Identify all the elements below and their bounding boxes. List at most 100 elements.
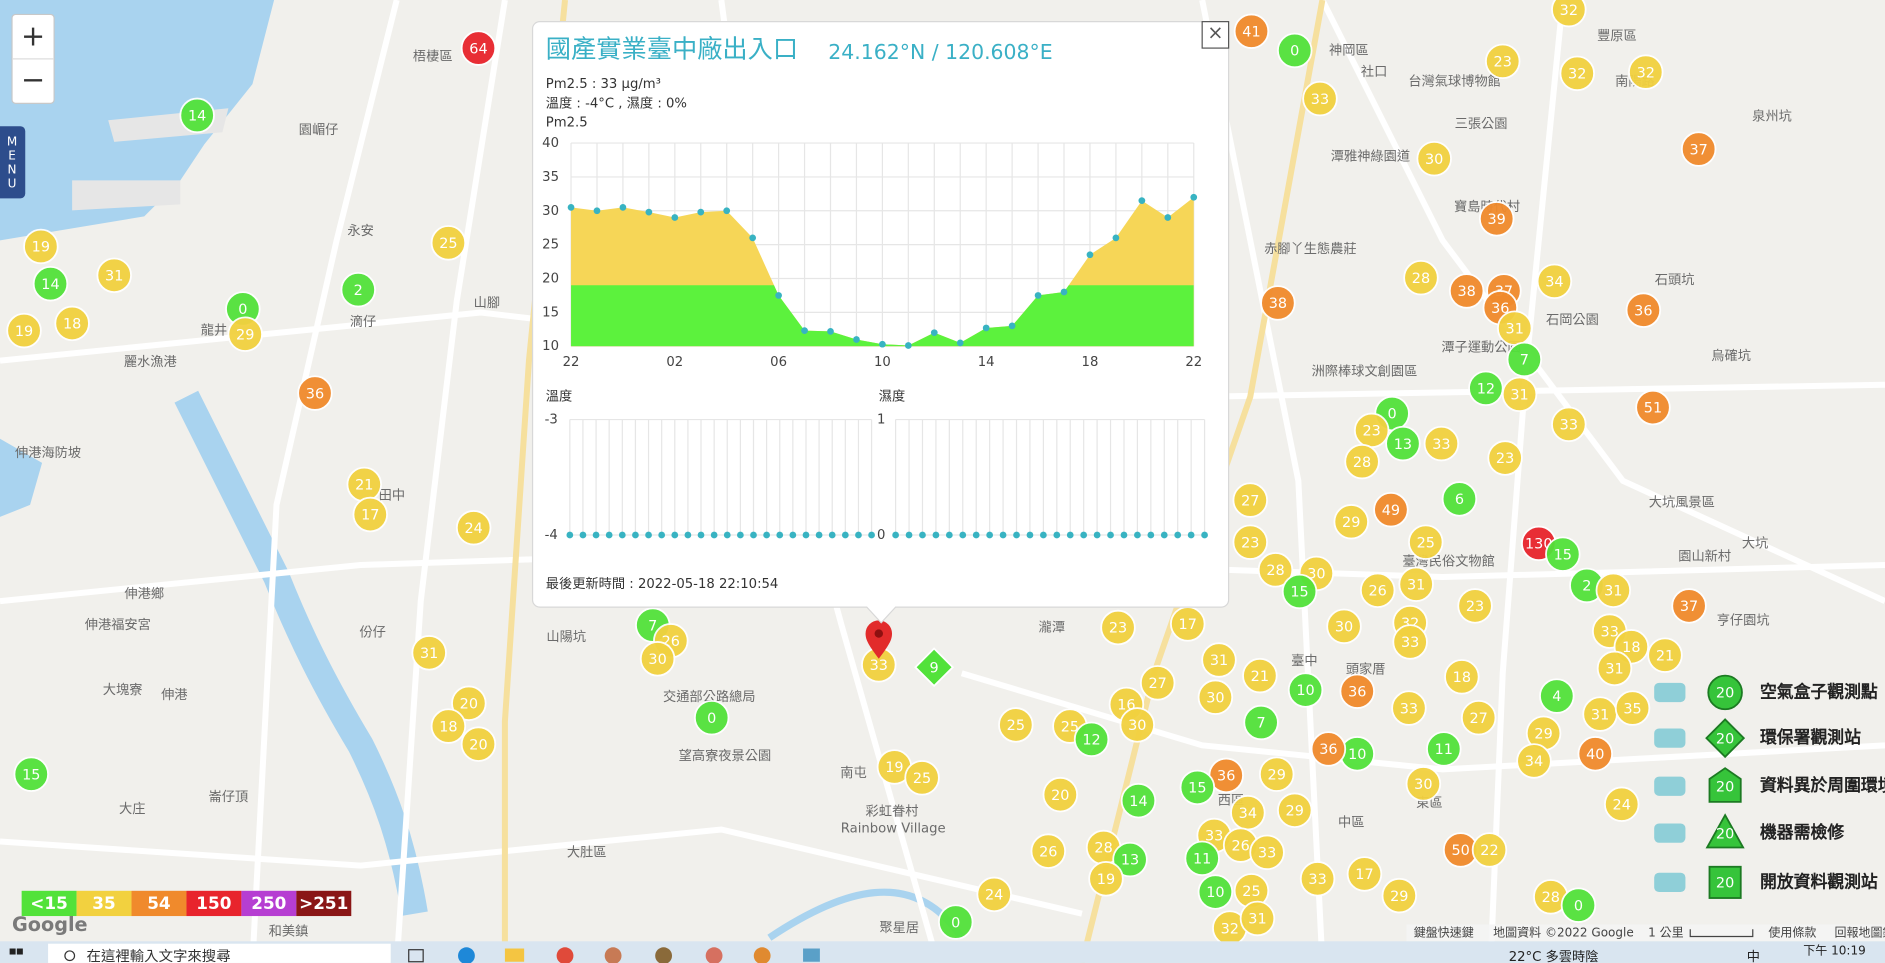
station-marker[interactable]	[914, 647, 955, 688]
aqi-marker[interactable]	[1408, 524, 1444, 560]
aqi-marker[interactable]	[998, 707, 1034, 743]
station-value[interactable]: 9	[930, 660, 939, 676]
marker-value[interactable]: 0	[951, 915, 960, 931]
aqi-marker[interactable]	[1635, 389, 1671, 426]
aqi-marker[interactable]	[460, 726, 497, 762]
marker-value[interactable]: 50	[1451, 843, 1469, 859]
aqi-marker[interactable]	[1416, 140, 1452, 177]
aqi-marker[interactable]	[297, 375, 333, 411]
marker-value[interactable]: 30	[1425, 152, 1443, 168]
marker-value[interactable]: 10	[1206, 885, 1224, 901]
marker-value[interactable]: 24	[464, 521, 482, 537]
aqi-marker[interactable]	[1184, 840, 1220, 877]
aqi-marker[interactable]	[1385, 425, 1421, 462]
aqi-marker[interactable]	[1197, 679, 1234, 715]
marker-value[interactable]: 51	[1644, 401, 1662, 417]
marker-value[interactable]: 28	[1353, 455, 1371, 471]
aqi-marker[interactable]	[1232, 482, 1268, 518]
aqi-marker[interactable]	[693, 699, 730, 736]
aqi-marker[interactable]	[639, 641, 676, 677]
aqi-marker[interactable]	[340, 271, 376, 308]
marker-value[interactable]: 36	[1634, 303, 1652, 319]
marker-value[interactable]: 17	[1179, 617, 1197, 633]
aqi-marker[interactable]	[1478, 201, 1515, 237]
marker-value[interactable]: 36	[1217, 769, 1235, 785]
start-icon[interactable]	[9, 948, 16, 955]
aqi-marker[interactable]	[1398, 566, 1434, 602]
aqi-marker[interactable]	[1405, 766, 1442, 802]
aqi-marker[interactable]	[1333, 504, 1369, 540]
marker-value[interactable]: 0	[1290, 44, 1299, 60]
aqi-marker[interactable]	[1249, 834, 1285, 871]
aqi-marker[interactable]	[460, 30, 497, 66]
marker-value[interactable]: 7	[648, 618, 657, 634]
aqi-marker[interactable]	[455, 510, 492, 546]
marker-value[interactable]: 31	[1210, 653, 1228, 669]
marker-value[interactable]: 18	[63, 317, 81, 333]
aqi-marker[interactable]	[1258, 756, 1295, 792]
marker-value[interactable]: 0	[238, 302, 247, 318]
aqi-marker[interactable]	[32, 265, 69, 302]
marker-value[interactable]: 33	[1400, 701, 1418, 717]
marker-value[interactable]: 21	[355, 478, 373, 494]
aqi-marker[interactable]	[937, 904, 974, 940]
marker-value[interactable]: 31	[1506, 321, 1524, 337]
marker-value[interactable]: 25	[913, 771, 931, 787]
aqi-marker[interactable]	[13, 756, 49, 792]
aqi-marker[interactable]	[179, 97, 215, 134]
marker-value[interactable]: 25	[1242, 884, 1260, 900]
marker-value[interactable]: 30	[648, 652, 666, 668]
marker-value[interactable]: 10	[1348, 747, 1366, 763]
aqi-marker[interactable]	[1403, 259, 1439, 296]
marker-value[interactable]: 4	[1552, 689, 1561, 705]
marker-value[interactable]: 33	[1308, 872, 1326, 888]
marker-value[interactable]: 23	[1496, 451, 1514, 467]
aqi-marker[interactable]	[1560, 887, 1597, 923]
marker-value[interactable]: 49	[1382, 503, 1400, 519]
aqi-marker[interactable]	[1671, 588, 1707, 624]
aqi-marker[interactable]	[6, 312, 42, 349]
weather-widget[interactable]: 22°C 多雲時陰	[1509, 949, 1599, 963]
marker-value[interactable]: 24	[985, 888, 1003, 904]
marker-value[interactable]: 34	[1525, 754, 1543, 770]
marker-value[interactable]: 19	[1097, 872, 1115, 888]
aqi-marker[interactable]	[1281, 573, 1318, 610]
aqi-marker[interactable]	[904, 760, 940, 796]
aqi-marker[interactable]	[96, 257, 132, 294]
menu-tab[interactable]	[0, 126, 26, 199]
marker-value[interactable]: 33	[1601, 624, 1619, 640]
marker-value[interactable]: 32	[1221, 921, 1239, 937]
marker-value[interactable]: 14	[41, 277, 59, 293]
marker-value[interactable]: 15	[22, 767, 40, 783]
marker-value[interactable]: 7	[1520, 353, 1529, 369]
aqi-marker[interactable]	[1243, 704, 1279, 741]
marker-value[interactable]: 29	[1286, 803, 1304, 819]
marker-value[interactable]: 23	[1494, 55, 1512, 71]
aqi-marker[interactable]	[227, 316, 263, 352]
marker-value[interactable]: 31	[1605, 662, 1623, 678]
marker-value[interactable]: 28	[1412, 271, 1430, 287]
chrome-icon[interactable]	[556, 947, 574, 963]
marker-value[interactable]: 31	[1407, 577, 1425, 593]
aqi-marker[interactable]	[1426, 731, 1462, 767]
marker-value[interactable]: 64	[469, 41, 487, 57]
aqi-marker[interactable]	[1260, 285, 1296, 321]
marker-value[interactable]: 38	[1269, 296, 1287, 312]
aqi-marker[interactable]	[976, 876, 1012, 913]
marker-value[interactable]: 0	[707, 711, 716, 727]
aqi-marker[interactable]	[1484, 43, 1521, 80]
aqi-marker[interactable]	[1487, 440, 1523, 476]
marker-value[interactable]: 30	[1128, 718, 1146, 734]
marker-value[interactable]: 36	[1491, 301, 1509, 317]
marker-value[interactable]: 2	[1582, 579, 1591, 595]
aqi-marker[interactable]	[1030, 833, 1067, 869]
aqi-marker[interactable]	[1551, 0, 1587, 28]
aqi-marker[interactable]	[1559, 55, 1595, 92]
marker-value[interactable]: 30	[1206, 690, 1224, 706]
aqi-marker[interactable]	[1310, 731, 1347, 767]
marker-value[interactable]: 28	[1266, 563, 1284, 579]
marker-value[interactable]: 19	[32, 240, 50, 256]
aqi-marker[interactable]	[1139, 665, 1176, 701]
aqi-marker[interactable]	[1680, 131, 1717, 167]
aqi-marker[interactable]	[1088, 861, 1124, 897]
